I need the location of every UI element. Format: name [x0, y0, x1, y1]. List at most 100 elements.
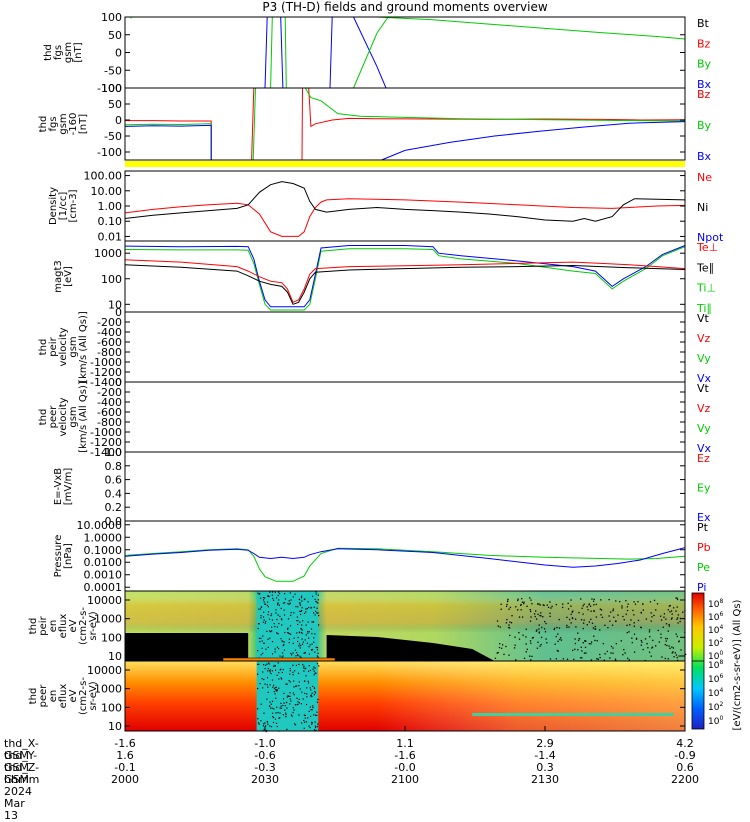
- spectrogram-speckle: [539, 645, 540, 646]
- spectrogram-speckle: [290, 670, 291, 671]
- spectrogram-speckle: [517, 600, 518, 601]
- spectrogram-speckle: [557, 641, 558, 642]
- spectrogram-speckle: [627, 606, 628, 607]
- spectrogram-speckle: [667, 638, 668, 639]
- spectrogram-speckle: [287, 628, 288, 629]
- legend-by: By: [697, 119, 712, 132]
- spectrogram-speckle: [529, 597, 530, 598]
- spectrogram-speckle: [268, 606, 269, 607]
- spectrogram-speckle: [277, 647, 278, 648]
- spectrogram-speckle: [519, 616, 520, 617]
- spectrogram-speckle: [511, 615, 512, 616]
- spectrogram-speckle: [311, 633, 312, 634]
- spectrogram-speckle: [310, 709, 311, 710]
- y-tick-label: 10.00: [91, 185, 123, 198]
- spectrogram-speckle: [264, 722, 265, 723]
- spectrogram-speckle: [537, 603, 538, 604]
- spectrogram-speckle: [314, 688, 315, 689]
- spectrogram-speckle: [259, 683, 260, 684]
- spectrogram-speckle: [315, 614, 316, 615]
- spectrogram-speckle: [299, 656, 300, 657]
- spectrogram-speckle: [299, 632, 300, 633]
- spectrogram-speckle: [651, 616, 652, 617]
- legend-te: Te⊥: [696, 241, 718, 254]
- spectrogram-speckle: [600, 614, 601, 615]
- spectrogram-speckle: [310, 695, 311, 696]
- spectrogram-speckle: [676, 619, 677, 620]
- y-tick-label: 0.2: [105, 501, 123, 514]
- spectrogram-speckle: [584, 604, 585, 605]
- spectrogram-speckle: [265, 649, 266, 650]
- spectrogram-speckle: [300, 688, 301, 689]
- y-tick-label: -50: [104, 64, 122, 77]
- spectrogram-speckle: [317, 702, 318, 703]
- spectrogram-speckle: [314, 652, 315, 653]
- spectrogram-speckle: [289, 696, 290, 697]
- spectrogram-speckle: [578, 612, 579, 613]
- spectrogram-speckle: [515, 645, 516, 646]
- spectrogram-speckle: [578, 640, 579, 641]
- spectrogram-speckle: [590, 611, 591, 612]
- spectrogram-speckle: [661, 656, 662, 657]
- spectrogram-speckle: [508, 627, 509, 628]
- spectrogram-speckle: [303, 642, 304, 643]
- y-tick-label: 0.10: [98, 215, 123, 228]
- spectrogram-speckle: [277, 712, 278, 713]
- x-axis-value: 2100: [385, 774, 425, 786]
- spectrogram-speckle: [592, 623, 593, 624]
- spectrogram-speckle: [275, 609, 276, 610]
- spectrogram-speckle: [299, 599, 300, 600]
- spectrogram-speckle: [278, 595, 279, 596]
- legend-ez: Ez: [697, 452, 710, 465]
- spectrogram-speckle: [268, 611, 269, 612]
- spectrogram-speckle: [559, 639, 560, 640]
- spectrogram-speckle: [277, 602, 278, 603]
- spectrogram-speckle: [531, 603, 532, 604]
- spectrogram-speckle: [305, 625, 306, 626]
- spectrogram-speckle: [659, 641, 660, 642]
- spectrogram-speckle: [651, 612, 652, 613]
- spectrogram-speckle: [259, 623, 260, 624]
- y-axis-label: [eV]: [63, 266, 74, 287]
- spectrogram-speckle: [612, 647, 613, 648]
- spectrogram-speckle: [285, 683, 286, 684]
- spectrogram-speckle: [306, 696, 307, 697]
- spectrogram-speckle: [257, 674, 258, 675]
- spectrogram-speckle: [665, 658, 666, 659]
- spectrogram-speckle: [310, 716, 311, 717]
- spectrogram-speckle: [303, 720, 304, 721]
- y-tick-label: 0: [115, 114, 122, 127]
- panel-frame: [125, 521, 685, 591]
- spectrogram-speckle: [283, 644, 284, 645]
- spectrogram-speckle: [315, 715, 316, 716]
- spectrogram-speckle: [279, 616, 280, 617]
- spectrogram-speckle: [627, 610, 628, 611]
- spectrogram-speckle: [301, 597, 302, 598]
- spectrogram-speckle: [302, 629, 303, 630]
- spectrogram-speckle: [262, 653, 263, 654]
- spectrogram-speckle: [652, 647, 653, 648]
- spectrogram-speckle: [558, 650, 559, 651]
- spectrogram-speckle: [293, 709, 294, 710]
- spectrogram-speckle: [267, 724, 268, 725]
- legend-bx: Bx: [697, 150, 712, 163]
- spectrogram-speckle: [569, 619, 570, 620]
- y-tick-label: 10.0000: [77, 519, 123, 532]
- spectrogram-speckle: [613, 608, 614, 609]
- spectrogram-speckle: [672, 652, 673, 653]
- spectrogram-speckle: [284, 602, 285, 603]
- spectrogram-speckle: [272, 591, 273, 592]
- spectrogram-speckle: [545, 623, 546, 624]
- spectrogram-speckle: [314, 674, 315, 675]
- spectrogram-speckle: [267, 670, 268, 671]
- spectrogram-speckle: [302, 633, 303, 634]
- spectrogram-speckle: [311, 649, 312, 650]
- spectrogram-speckle: [539, 631, 540, 632]
- spectrogram-speckle: [269, 670, 270, 671]
- spectrogram-speckle: [288, 696, 289, 697]
- spectrogram-speckle: [640, 627, 641, 628]
- spectrogram-speckle: [617, 614, 618, 615]
- spectrogram-speckle: [283, 693, 284, 694]
- colorbar-tick-label: 104: [708, 687, 723, 699]
- spectrogram-speckle: [258, 722, 259, 723]
